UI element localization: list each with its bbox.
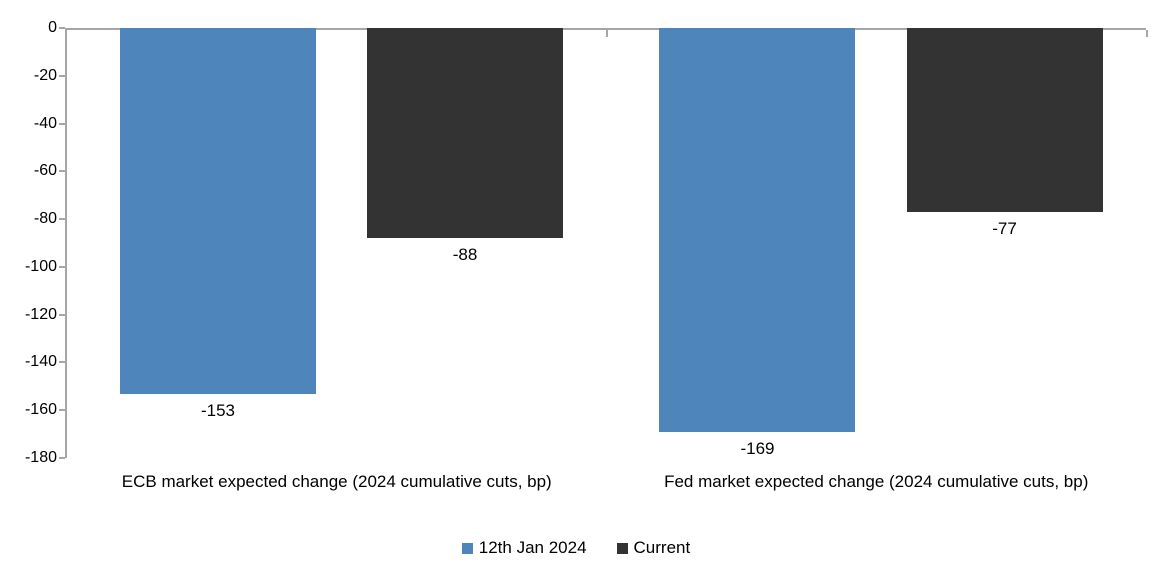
y-axis-label: -100 — [24, 257, 57, 275]
bar — [119, 28, 316, 394]
y-axis-tick — [59, 122, 65, 125]
bar-value-label: -77 — [992, 218, 1017, 238]
legend-label: Current — [633, 538, 691, 557]
legend-swatch-icon — [616, 542, 628, 554]
y-axis-tick — [59, 361, 65, 364]
category-axis-tick — [65, 30, 67, 37]
y-axis-tick — [59, 74, 65, 77]
y-axis-label: -80 — [33, 210, 57, 228]
bar — [367, 28, 564, 239]
bar — [906, 28, 1103, 212]
y-axis-tick — [59, 409, 65, 412]
legend-item-12th-jan-2024: 12th Jan 2024 — [461, 538, 587, 558]
y-axis-label: -140 — [24, 353, 57, 371]
category-label: ECB market expected change (2024 cumulat… — [121, 472, 552, 491]
legend: 12th Jan 2024 Current — [0, 538, 1152, 558]
y-axis-label: -160 — [24, 401, 57, 419]
legend-item-current: Current — [616, 538, 691, 558]
category-label: Fed market expected change (2024 cumulat… — [664, 472, 1089, 491]
y-axis-tick — [59, 27, 65, 29]
y-axis-tick — [59, 265, 65, 268]
y-axis-tick — [59, 457, 65, 459]
y-axis-label: -20 — [33, 66, 57, 84]
category-axis-tick — [605, 30, 608, 37]
bar-value-label: -88 — [452, 245, 478, 265]
y-axis-label: -180 — [24, 449, 57, 466]
bar — [659, 28, 856, 432]
value-axis-line — [65, 28, 67, 458]
category-axis-line — [65, 28, 1146, 30]
y-axis-tick — [59, 218, 65, 221]
y-axis-label: -40 — [33, 114, 57, 132]
y-axis-tick — [59, 313, 65, 316]
legend-swatch-icon — [461, 542, 473, 554]
category-axis-tick — [1146, 30, 1148, 37]
y-axis-label: -60 — [33, 162, 57, 180]
bar-value-label: -153 — [200, 400, 235, 420]
legend-label: 12th Jan 2024 — [478, 538, 587, 557]
y-axis-label: -120 — [24, 305, 57, 323]
bar-value-label: -169 — [740, 438, 775, 458]
y-axis-tick — [59, 170, 65, 173]
y-axis-label: 0 — [48, 19, 57, 36]
